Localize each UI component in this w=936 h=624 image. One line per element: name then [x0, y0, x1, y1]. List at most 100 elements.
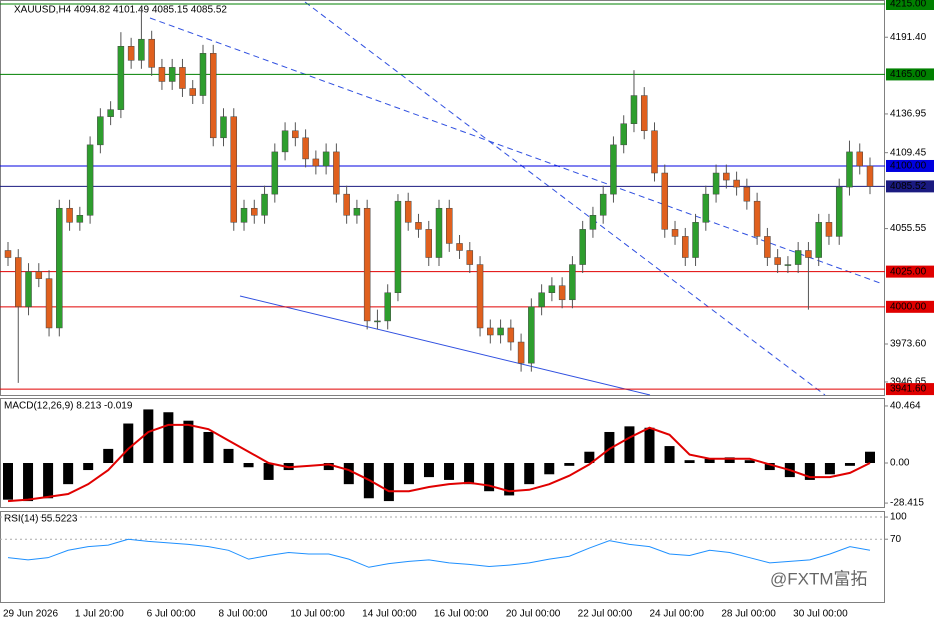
level-label-box	[886, 383, 934, 396]
trend-line	[304, 1, 826, 396]
candle-body	[353, 207, 361, 216]
candle-body	[753, 200, 761, 237]
macd-bar	[804, 463, 815, 480]
candle-body	[528, 306, 535, 364]
macd-bar	[263, 463, 274, 480]
rsi-line	[7, 538, 871, 568]
watermark: @FXTM富拓	[770, 569, 868, 588]
macd-bar	[403, 463, 414, 485]
trend-line	[239, 295, 651, 396]
candle-body	[589, 215, 597, 230]
rsi-title: RSI(14) 55.5223	[4, 514, 78, 525]
x-tick-label: 29 Jun 2026	[3, 609, 58, 620]
candle-body	[825, 222, 833, 237]
candle-body	[661, 172, 669, 230]
level-label-box	[886, 300, 934, 313]
candle-body	[251, 207, 258, 216]
macd-bar	[444, 463, 455, 480]
level-label: 4165.00	[890, 69, 927, 80]
x-tick-label: 16 Jul 00:00	[434, 609, 489, 620]
y-tick-label: 70	[890, 534, 902, 545]
candle-body	[692, 222, 699, 258]
candle-body	[620, 123, 627, 146]
candle-body	[835, 186, 843, 237]
macd-bar	[243, 463, 254, 468]
y-tick-label: -28.415	[890, 498, 924, 509]
candle-body	[723, 172, 730, 181]
macd-bar	[865, 451, 875, 464]
candle-body	[179, 67, 186, 89]
macd-bar	[464, 463, 475, 485]
macd-bar	[724, 457, 735, 464]
macd-bar	[343, 463, 354, 485]
candle-body	[815, 222, 822, 258]
macd-bar	[644, 427, 655, 464]
macd-bar	[544, 463, 555, 475]
candle-body	[158, 67, 166, 82]
candle-body	[168, 67, 176, 82]
macd-bar	[844, 463, 855, 466]
level-label: 3941.60	[890, 384, 927, 395]
candle-body	[322, 151, 330, 167]
y-tick-label: 4055.55	[890, 223, 927, 234]
macd-bar	[143, 409, 154, 464]
candle-body	[240, 207, 248, 223]
macd-bar	[203, 431, 214, 464]
x-tick-label: 1 Jul 20:00	[75, 609, 124, 620]
candle-body	[312, 158, 320, 167]
candle-body	[682, 236, 689, 258]
candle-body	[302, 137, 309, 160]
macd-bar	[423, 463, 434, 478]
candle-body	[446, 207, 453, 244]
level-label-box	[886, 0, 934, 11]
level-label-box	[886, 265, 934, 278]
level-label: 4215.00	[890, 0, 927, 10]
level-label-box	[886, 180, 934, 193]
macd-title: MACD(12,26,9) 8.213 -0.019	[4, 401, 133, 412]
candle-body	[733, 179, 740, 188]
macd-bar	[3, 463, 13, 500]
candle-body	[374, 320, 381, 323]
candle-body	[517, 341, 525, 364]
candle-body	[651, 130, 658, 174]
macd-bar	[183, 420, 194, 464]
candle-body	[805, 250, 812, 258]
candle-body	[66, 207, 73, 223]
chart-title: XAUUSD,H4 4094.82 4101.49 4085.15 4085.5…	[14, 5, 227, 16]
candle-body	[712, 172, 720, 195]
macd-bar	[223, 448, 234, 464]
candle-body	[363, 207, 371, 322]
macd-bar	[604, 431, 615, 464]
candle-body	[148, 38, 155, 68]
candle-body	[630, 95, 638, 124]
macd-bar	[323, 463, 334, 471]
level-label-box	[886, 159, 934, 172]
candle-body	[97, 116, 104, 146]
macd-bar	[383, 463, 394, 502]
candle-body	[640, 95, 648, 132]
candle-body	[487, 327, 494, 336]
macd-bar	[764, 463, 775, 471]
candle-body	[507, 327, 515, 343]
candle-body	[107, 109, 114, 117]
candle-body	[384, 292, 391, 322]
candle-body	[415, 222, 422, 230]
x-tick-label: 30 Jul 00:00	[793, 609, 848, 620]
candle-body	[230, 116, 238, 223]
x-tick-label: 10 Jul 00:00	[290, 609, 345, 620]
candle-body	[394, 200, 402, 293]
macd-bar	[504, 463, 515, 496]
candle-body	[538, 292, 545, 308]
y-tick-label: 4191.40	[890, 32, 927, 43]
candle-body	[4, 250, 12, 258]
y-tick-label: 4136.95	[890, 109, 927, 120]
y-tick-label: 100	[890, 512, 907, 523]
candle-body	[466, 250, 474, 265]
y-tick-label: 4109.45	[890, 147, 927, 158]
macd-bar	[704, 458, 715, 464]
x-tick-label: 22 Jul 00:00	[578, 609, 633, 620]
signal-line	[7, 423, 871, 503]
level-label: 4100.00	[890, 161, 927, 172]
candle-body	[292, 130, 299, 139]
